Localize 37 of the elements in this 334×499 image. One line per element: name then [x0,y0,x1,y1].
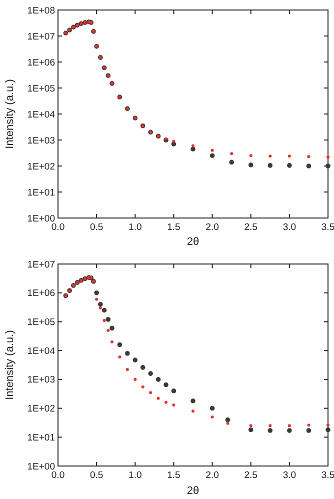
y-tick-label: 1E+08 [27,5,55,16]
x-tick-label: 3.5 [321,222,334,233]
y-tick-label: 1E+06 [27,57,55,68]
x-tick-label: 0.0 [51,222,65,233]
y-tick-label: 1E+07 [27,31,55,42]
x-tick-label: 2.0 [206,470,219,481]
x-axis-title: 2θ [186,485,200,497]
x-tick-label: 0.5 [90,222,104,233]
y-axis-title: Intensity (a.u.) [4,79,16,149]
y-tick-label: 1E+02 [27,161,55,172]
y-axis-title: Intensity (a.u.) [4,330,16,400]
x-tick-label: 1.0 [128,470,142,481]
x-tick-label: 2.5 [244,222,258,233]
y-tick-label: 1E+02 [27,404,55,415]
x-tick-label: 1.5 [167,470,180,481]
y-tick-label: 1E+04 [27,109,55,120]
y-tick-label: 1E+07 [27,259,55,270]
y-tick-label: 1E+01 [27,187,55,198]
x-tick-label: 1.5 [167,222,180,233]
y-tick-label: 1E+03 [27,135,55,146]
y-tick-label: 1E+05 [27,83,55,94]
x-tick-label: 3.5 [321,470,334,481]
y-tick-label: 1E+05 [27,317,55,328]
x-axis-title: 2θ [186,236,200,248]
x-tick-label: 3.0 [282,222,296,233]
x-tick-label: 2.0 [206,222,219,233]
x-tick-label: 1.0 [128,222,142,233]
y-tick-label: 1E+04 [27,346,55,357]
y-tick-label: 1E+03 [27,374,55,386]
x-tick-label: 2.5 [244,470,258,481]
y-tick-label: 1E+01 [27,432,55,444]
x-tick-label: 3.0 [282,470,296,481]
x-tick-label: 0.5 [90,470,104,481]
y-tick-label: 1E+06 [27,288,55,300]
y-tick-label: 1E+00 [27,461,55,472]
y-tick-label: 1E+00 [27,213,55,224]
x-tick-label: 0.0 [51,470,65,481]
